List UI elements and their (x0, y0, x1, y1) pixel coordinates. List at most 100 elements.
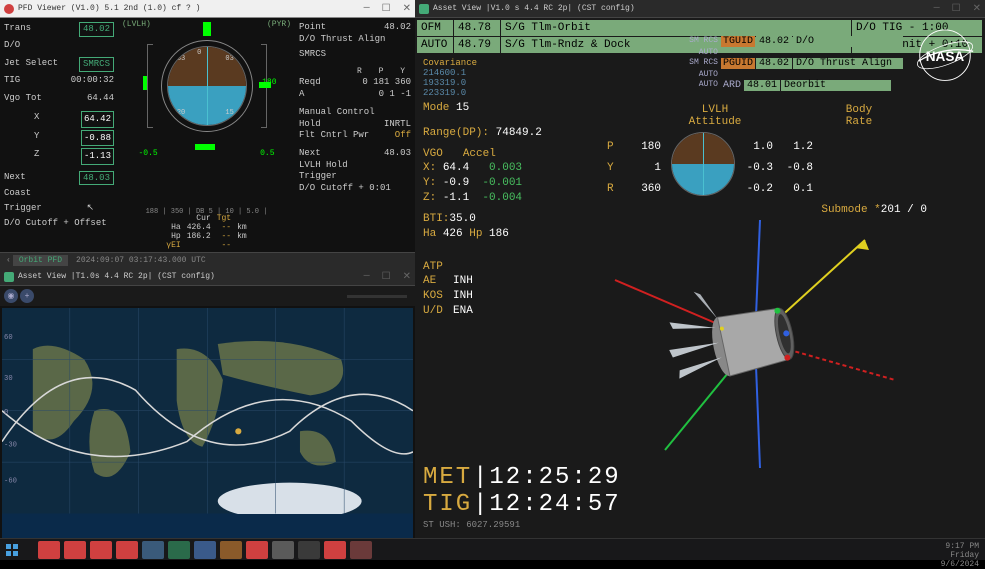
lvlh-hold: LVLH Hold (299, 160, 411, 172)
right-app-icon (419, 4, 429, 14)
minimize-icon[interactable]: — (364, 271, 370, 283)
do-mode: D/O (4, 39, 20, 52)
map-tool-globe-icon[interactable]: ◉ (4, 289, 18, 303)
close-icon[interactable]: ✕ (403, 3, 411, 15)
map-titlebar[interactable]: Asset View |T1.0s 4.4 RC 2p| (CST config… (0, 268, 415, 286)
vgo-tot-value: 64.44 (87, 92, 114, 105)
bti-label: BTI: (423, 213, 449, 225)
rate-y2: -0.8 (779, 162, 813, 174)
minimize-icon[interactable]: — (364, 3, 370, 15)
task-app-8[interactable] (220, 541, 242, 559)
ofm-label: OFM (417, 20, 453, 36)
task-app-1[interactable] (38, 541, 60, 559)
next-value: 48.03 (79, 171, 114, 186)
tig-label2: TIG (423, 491, 473, 518)
ofm-r2-num: 48.79 (454, 37, 500, 53)
ud-value: ENA (453, 305, 473, 317)
next-label: Next (4, 171, 26, 186)
map-window: Asset View |T1.0s 4.4 RC 2p| (CST config… (0, 268, 415, 560)
taskbar[interactable] (0, 538, 415, 560)
asset-view-window: Asset View |V1.0 s 4.4 RC 2p| (CST confi… (415, 0, 985, 560)
minimize-icon[interactable]: — (934, 3, 940, 15)
hold-value: INRTL (384, 119, 411, 131)
hp-label: Hp (469, 228, 482, 240)
task-app-11[interactable] (298, 541, 320, 559)
vgo-z2: -1.1 (443, 192, 469, 204)
ud-label: U/D (423, 304, 453, 319)
spacecraft-viz[interactable] (555, 210, 955, 470)
maximize-icon[interactable]: ☐ (382, 271, 391, 283)
tig-value: 00:00:32 (71, 74, 114, 87)
rate-p1: 1.0 (739, 141, 773, 153)
mode-label: Mode (423, 102, 449, 114)
task-app-9[interactable] (246, 541, 268, 559)
smrcs2: SMRCS (299, 49, 326, 59)
pfd-titlebar[interactable]: PFD Viewer (V1.0) 5.1 2nd (1.0) cf ? ) —… (0, 0, 415, 18)
jet-select-label: Jet Select (4, 57, 58, 72)
vgo-label: VGO (423, 147, 443, 162)
right-title: Asset View |V1.0 s 4.4 RC 2p| (CST confi… (433, 4, 934, 13)
guidance-box: SM RCSTGUID48.02D/O AUTO SM RCSPGUID48.0… (681, 36, 903, 92)
att-r: 360 (627, 183, 661, 195)
map-svg: 60 30 0 -30 -60 (2, 308, 413, 514)
pfd-window-controls[interactable]: — ☐ ✕ (364, 3, 411, 15)
ha-label: Ha (423, 228, 436, 240)
desktop: PFD Viewer (V1.0) 5.1 2nd (1.0) cf ? ) —… (0, 0, 985, 560)
accel-y: -0.001 (482, 177, 522, 189)
trigger-label: Trigger (4, 202, 42, 215)
manual-ctrl-label: Manual Control (299, 107, 411, 119)
next2-value: 48.03 (384, 148, 411, 160)
task-app-4[interactable] (116, 541, 138, 559)
start-button[interactable] (0, 541, 24, 559)
flt-off: Off (395, 130, 411, 142)
map-toolbar[interactable]: ◉ + (0, 286, 415, 306)
rate-r1: -0.2 (739, 183, 773, 195)
map-tool-zoom-icon[interactable]: + (20, 289, 34, 303)
close-icon[interactable]: ✕ (973, 3, 981, 15)
svg-text:-30: -30 (4, 442, 17, 450)
lvlh-ball (671, 132, 735, 196)
timer-block: MET|12:25:29 TIG|12:24:57 ST USH: 6027.2… (423, 464, 621, 530)
orbit-pfd-tab[interactable]: Orbit PFD (13, 255, 68, 266)
task-app-3[interactable] (90, 541, 112, 559)
bti-value: 35.0 (449, 213, 475, 225)
map-slider[interactable] (347, 295, 407, 298)
svg-text:30: 30 (4, 375, 13, 383)
task-app-12[interactable] (324, 541, 346, 559)
left-column: PFD Viewer (V1.0) 5.1 2nd (1.0) cf ? ) —… (0, 0, 415, 560)
auto-label: AUTO (417, 37, 453, 53)
task-app-6[interactable] (168, 541, 190, 559)
task-app-2[interactable] (64, 541, 86, 559)
status-time: 2024:09:07 03:17:43.000 UTC (76, 256, 206, 265)
a-vals: 0 1 -1 (379, 89, 411, 101)
task-app-7[interactable] (194, 541, 216, 559)
pfd-window: PFD Viewer (V1.0) 5.1 2nd (1.0) cf ? ) —… (0, 0, 415, 252)
met-label: MET (423, 464, 473, 491)
ofm-r1-txt: S/G Tlm-Orbit (501, 20, 851, 36)
task-app-5[interactable] (142, 541, 164, 559)
point-value: 48.02 (384, 22, 411, 34)
pfd-right-data: Point48.02 D/O Thrust Align SMRCS R P Y … (295, 18, 415, 252)
right-titlebar[interactable]: Asset View |V1.0 s 4.4 RC 2p| (CST confi… (415, 0, 985, 18)
lvlh-attitude-box: LVLHAttitude BodyRate PYR 1801360 1.0-0.… (607, 104, 967, 216)
trans-value: 48.02 (79, 22, 114, 37)
ofm-r1-num: 48.78 (454, 20, 500, 36)
maximize-icon[interactable]: ☐ (382, 3, 391, 15)
rate-y1: -0.3 (739, 162, 773, 174)
pfd-app-icon (4, 4, 14, 14)
task-app-10[interactable] (272, 541, 294, 559)
world-map[interactable]: 60 30 0 -30 -60 (2, 308, 413, 558)
trigger-value: D/O Cutoff + Offset (4, 217, 114, 230)
mode-value: 15 (456, 102, 469, 114)
accel-z: -0.004 (482, 192, 522, 204)
vgo-x2: 64.4 (443, 162, 469, 174)
svg-text:60: 60 (4, 334, 13, 342)
task-app-13[interactable] (350, 541, 372, 559)
maximize-icon[interactable]: ☐ (952, 3, 961, 15)
pfd-status-bar: ‹ Orbit PFD 2024:09:07 03:17:43.000 UTC (0, 252, 415, 268)
taskbar-right[interactable]: 9:17 PMFriday9/6/2024 (415, 538, 985, 560)
close-icon[interactable]: ✕ (403, 271, 411, 283)
rate-p2: 1.2 (779, 141, 813, 153)
kos-label: KOS (423, 289, 453, 304)
adi-ball: 33 0 03 15 20 180 -0.5 0.5 (157, 36, 257, 136)
